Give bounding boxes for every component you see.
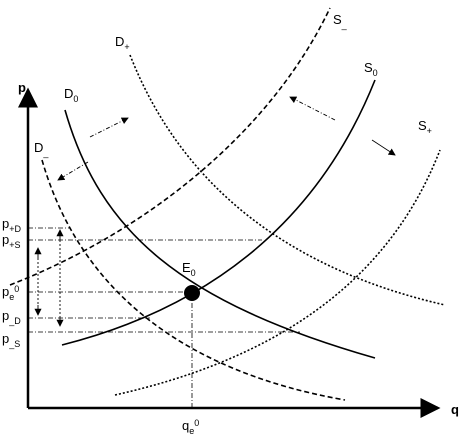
label-sub: 0 [373,68,378,78]
label-main: E [182,260,191,275]
curve-label: S_ [333,12,348,30]
price-label: p+S [2,232,21,250]
curve-label: S+ [418,118,432,136]
supply-minus [9,7,331,286]
label-main: p [2,232,9,247]
x-axis-label: q [451,402,459,417]
demand-plus [129,54,446,306]
price-label: p_S [2,331,20,349]
shift-arrows [34,96,396,327]
label-main: S [418,118,427,133]
price-label: p_D [2,308,21,326]
demand-0 [64,109,376,359]
label-main: D [34,140,43,155]
label-sub: + [124,42,129,52]
curve-label: D+ [115,34,130,52]
label-sub: e [9,292,14,302]
label-sub: +D [9,224,21,234]
supply-0 [61,79,376,346]
curve-label: D0 [64,86,78,104]
label-main: p [2,308,9,323]
label-sub: 0 [191,268,196,278]
label-sub: 0 [73,94,78,104]
label-sub: _D [8,316,21,326]
label-sup: 0 [14,284,19,294]
y-axis-label: p [18,80,26,95]
label-main: p [2,216,9,231]
equilibrium-label: E0 [182,260,196,278]
curve-label: D_ [34,140,49,158]
demand-minus [41,159,346,401]
equilibrium-point [184,285,200,301]
label-sub: +S [9,240,20,250]
label-main: q [182,418,189,433]
label-main: D [115,34,124,49]
label-main: S [364,60,373,75]
supply-plus [114,149,441,396]
label-sub: _S [8,339,20,349]
quantity-label: qe0 [182,418,199,436]
label-main: p [2,284,9,299]
label-sub: e [189,426,194,436]
label-sub: + [427,126,432,136]
label-sub: _ [341,20,348,30]
label-main: S [333,12,342,27]
label-main: p [2,331,9,346]
guides [28,227,300,408]
price-label: p+D [2,216,21,234]
curve-label: S0 [364,60,378,78]
label-sub: _ [42,148,49,158]
label-sup: 0 [194,418,199,428]
label-main: D [64,86,73,101]
price-label: pe0 [2,284,19,302]
